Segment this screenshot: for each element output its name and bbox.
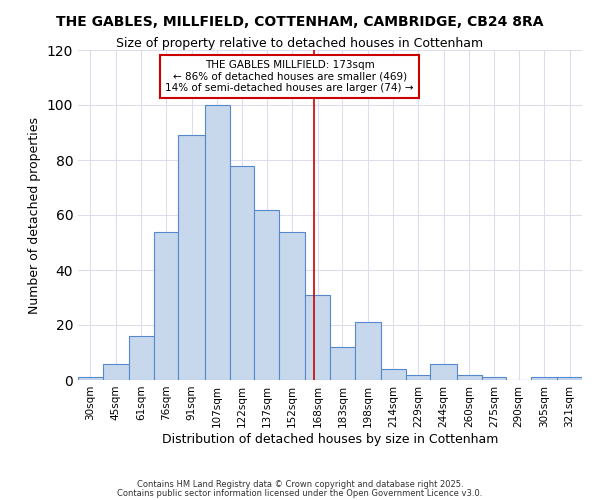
Text: THE GABLES MILLFIELD: 173sqm
← 86% of detached houses are smaller (469)
14% of s: THE GABLES MILLFIELD: 173sqm ← 86% of de… — [166, 60, 414, 93]
Bar — [305, 294, 330, 380]
Bar — [279, 232, 305, 380]
Bar — [254, 210, 279, 380]
Bar — [557, 377, 582, 380]
Bar — [330, 347, 355, 380]
Text: Contains HM Land Registry data © Crown copyright and database right 2025.: Contains HM Land Registry data © Crown c… — [137, 480, 463, 489]
Text: Size of property relative to detached houses in Cottenham: Size of property relative to detached ho… — [116, 38, 484, 51]
Bar — [78, 377, 103, 380]
Bar — [129, 336, 154, 380]
Bar — [531, 377, 557, 380]
Bar — [178, 135, 205, 380]
Bar — [355, 322, 381, 380]
Text: Contains public sector information licensed under the Open Government Licence v3: Contains public sector information licen… — [118, 488, 482, 498]
Bar — [457, 374, 482, 380]
Y-axis label: Number of detached properties: Number of detached properties — [28, 116, 41, 314]
X-axis label: Distribution of detached houses by size in Cottenham: Distribution of detached houses by size … — [162, 432, 498, 446]
Bar — [482, 377, 506, 380]
Bar — [205, 105, 230, 380]
Bar — [103, 364, 129, 380]
Text: THE GABLES, MILLFIELD, COTTENHAM, CAMBRIDGE, CB24 8RA: THE GABLES, MILLFIELD, COTTENHAM, CAMBRI… — [56, 15, 544, 29]
Bar — [430, 364, 457, 380]
Bar — [230, 166, 254, 380]
Bar — [154, 232, 178, 380]
Bar — [381, 369, 406, 380]
Bar — [406, 374, 430, 380]
